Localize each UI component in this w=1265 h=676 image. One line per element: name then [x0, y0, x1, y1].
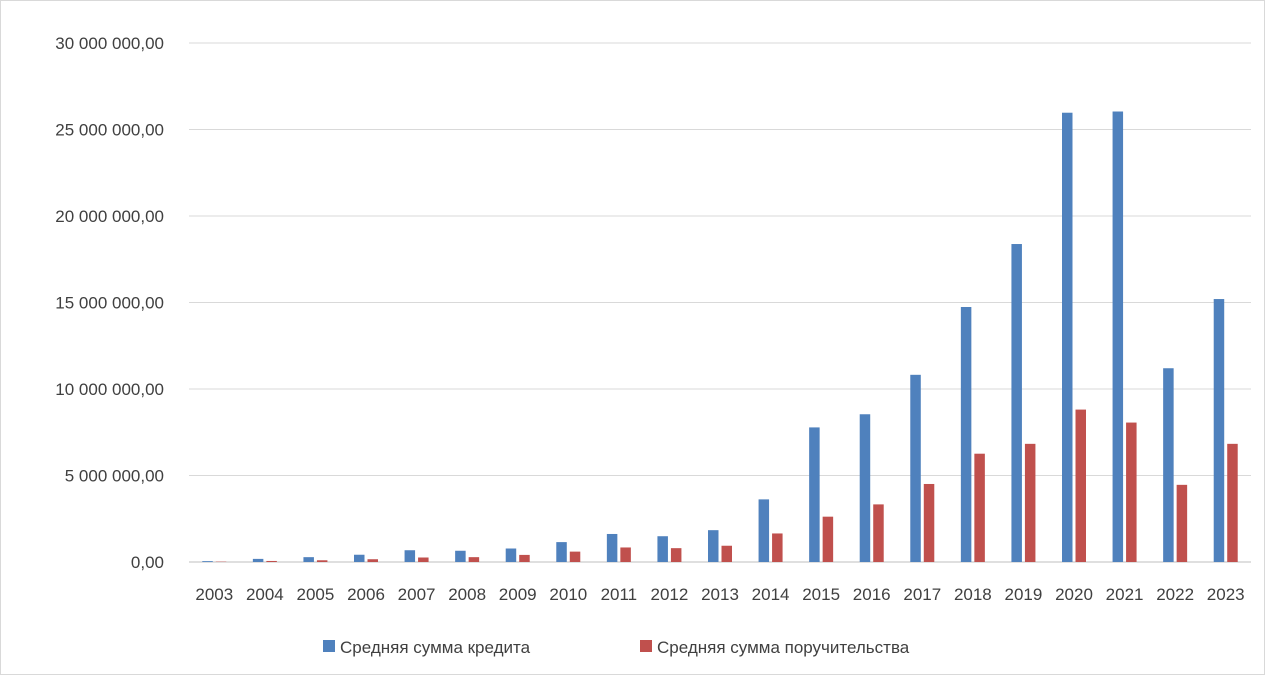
bar-credit-2010: [556, 542, 567, 562]
bar-credit-2008: [455, 551, 466, 562]
bar-guarantee-2006: [368, 559, 379, 562]
bar-guarantee-2018: [974, 454, 985, 562]
y-tick-label: 5 000 000,00: [65, 467, 164, 486]
bar-credit-2012: [657, 536, 668, 562]
x-tick-label: 2008: [448, 585, 486, 604]
x-tick-label: 2013: [701, 585, 739, 604]
bar-guarantee-2023: [1227, 444, 1238, 562]
bar-credit-2006: [354, 555, 365, 562]
bar-guarantee-2016: [873, 504, 884, 562]
x-tick-label: 2018: [954, 585, 992, 604]
bar-guarantee-2013: [722, 546, 733, 562]
legend-label-credit: Средняя сумма кредита: [340, 638, 531, 657]
x-tick-label: 2014: [752, 585, 790, 604]
bar-credit-2021: [1113, 112, 1124, 562]
bar-credit-2018: [961, 307, 972, 562]
y-tick-label: 30 000 000,00: [55, 34, 164, 53]
legend-swatch-guarantee: [640, 640, 652, 652]
x-tick-label: 2011: [601, 585, 638, 604]
y-tick-label: 15 000 000,00: [55, 294, 164, 313]
x-tick-label: 2021: [1106, 585, 1144, 604]
legend-swatch-credit: [323, 640, 335, 652]
bar-credit-2017: [910, 375, 921, 562]
bar-guarantee-2017: [924, 484, 935, 562]
bar-credit-2015: [809, 427, 820, 562]
bar-guarantee-2008: [469, 557, 480, 562]
bar-guarantee-2007: [418, 558, 429, 562]
gridlines: [189, 43, 1251, 562]
y-tick-label: 25 000 000,00: [55, 121, 164, 140]
bar-guarantee-2009: [519, 555, 530, 562]
x-tick-label: 2006: [347, 585, 385, 604]
bar-guarantee-2014: [772, 533, 783, 562]
bar-guarantee-2015: [823, 517, 834, 562]
bar-credit-2005: [303, 557, 314, 562]
bar-guarantee-2005: [317, 560, 328, 562]
x-tick-label: 2019: [1005, 585, 1043, 604]
x-tick-label: 2004: [246, 585, 284, 604]
bar-credit-2011: [607, 534, 618, 562]
bar-credit-2019: [1011, 244, 1022, 562]
bar-guarantee-2021: [1126, 423, 1137, 562]
bar-credit-2013: [708, 530, 719, 562]
y-tick-label: 20 000 000,00: [55, 207, 164, 226]
y-tick-label: 10 000 000,00: [55, 380, 164, 399]
x-tick-label: 2020: [1055, 585, 1093, 604]
bar-guarantee-2010: [570, 552, 581, 562]
x-tick-label: 2009: [499, 585, 537, 604]
bar-credit-2023: [1214, 299, 1225, 562]
x-axis-labels: 2003 2004 2005 2006 2007 2008 2009 2010 2011 2012…: [195, 585, 1244, 604]
bar-guarantee-2022: [1177, 485, 1188, 562]
bar-credit-2009: [506, 549, 517, 562]
y-tick-label: 0,00: [131, 553, 164, 572]
legend-label-guarantee: Средняя сумма поручительства: [657, 638, 910, 657]
bar-guarantee-2011: [620, 547, 631, 562]
bar-credit-2022: [1163, 368, 1174, 562]
bar-guarantee-2012: [671, 548, 682, 562]
bar-guarantee-2020: [1076, 410, 1087, 562]
bar-credit-2014: [759, 499, 770, 562]
x-tick-label: 2022: [1156, 585, 1194, 604]
x-tick-label: 2016: [853, 585, 891, 604]
bar-credit-2020: [1062, 113, 1073, 562]
x-tick-label: 2010: [549, 585, 587, 604]
x-tick-label: 2007: [398, 585, 436, 604]
bars: [202, 112, 1237, 562]
x-tick-label: 2023: [1207, 585, 1245, 604]
x-tick-label: 2003: [195, 585, 233, 604]
x-tick-label: 2005: [297, 585, 335, 604]
bar-credit-2016: [860, 414, 871, 562]
x-tick-label: 2017: [903, 585, 941, 604]
y-axis-labels: 0,00 5 000 000,00 10 000 000,00 15 000 000,…: [55, 34, 164, 572]
bar-guarantee-2019: [1025, 444, 1036, 562]
bar-credit-2004: [253, 559, 264, 562]
bar-credit-2003: [202, 561, 213, 562]
bar-credit-2007: [405, 550, 416, 562]
x-tick-label: 2015: [802, 585, 840, 604]
bar-guarantee-2004: [266, 561, 277, 562]
legend: Средняя сумма кредита Средняя сумма поруч…: [323, 638, 910, 657]
x-tick-label: 2012: [651, 585, 689, 604]
